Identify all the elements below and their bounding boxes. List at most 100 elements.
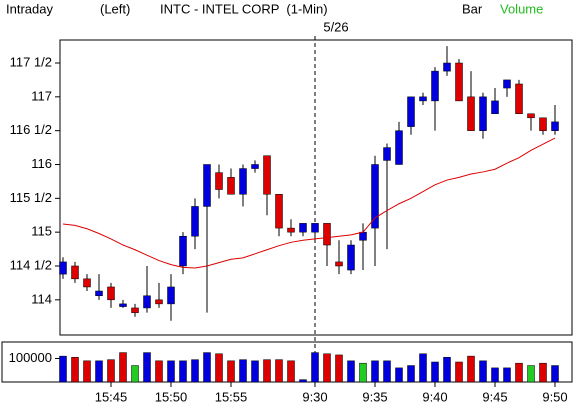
candle-body <box>299 223 307 233</box>
volume-bar <box>431 361 439 383</box>
candle-body <box>71 265 79 280</box>
candle-body <box>239 168 247 195</box>
volume-bar <box>119 352 127 383</box>
volume-bar <box>371 360 379 383</box>
volume-bar <box>311 352 319 383</box>
volume-bar <box>131 365 139 383</box>
volume-bar <box>395 367 403 383</box>
volume-bar <box>155 360 163 383</box>
candle-body <box>395 130 403 165</box>
volume-bar <box>167 360 175 383</box>
volume-bar <box>59 355 67 383</box>
candle-body <box>143 295 151 309</box>
volume-bar <box>191 359 199 383</box>
candle-body <box>251 164 259 169</box>
candle-body <box>287 227 295 233</box>
candle-body <box>347 244 355 271</box>
volume-bar <box>419 353 427 383</box>
candle-body <box>119 303 127 307</box>
y-tick-label: 116 1/2 <box>10 122 52 137</box>
volume-bar <box>83 360 91 383</box>
volume-bar <box>539 362 547 383</box>
candle-body <box>371 164 379 229</box>
volume-bar <box>479 360 487 383</box>
volume-bar <box>287 360 295 383</box>
x-tick-label: 9:45 <box>482 389 507 404</box>
candle-body <box>419 96 427 102</box>
candle-body <box>263 155 271 195</box>
candle-body <box>227 177 235 195</box>
volume-bar <box>71 357 79 383</box>
volume-bar <box>443 357 451 383</box>
volume-bar <box>467 355 475 383</box>
candle-body <box>179 235 187 267</box>
candle-body <box>539 117 547 131</box>
candle-body <box>275 194 283 229</box>
x-tick-label: 9:35 <box>362 389 387 404</box>
volume-bar <box>299 379 307 383</box>
header-volume: Volume <box>500 1 543 16</box>
x-tick-label: 15:50 <box>155 389 188 404</box>
volume-bar <box>323 353 331 383</box>
y-tick-label: 117 <box>31 88 52 103</box>
candle-body <box>107 286 115 301</box>
chart-title: INTC - INTEL CORP (1-Min) <box>160 1 328 16</box>
x-tick-label: 15:55 <box>215 389 248 404</box>
volume-bar <box>239 359 247 383</box>
volume-bar <box>95 360 103 383</box>
candle-body <box>203 164 211 207</box>
volume-bar <box>263 359 271 383</box>
volume-bar <box>275 359 283 383</box>
volume-bar <box>251 360 259 383</box>
volume-bar <box>527 365 535 383</box>
volume-bar <box>359 362 367 383</box>
volume-bar <box>455 361 463 383</box>
candle-body <box>131 307 139 313</box>
volume-bar <box>143 352 151 383</box>
volume-bar <box>407 365 415 383</box>
date-annotation: 5/26 <box>323 19 348 34</box>
y-tick-label: 116 <box>31 156 52 171</box>
volume-bar <box>347 360 355 383</box>
candle-body <box>83 278 91 288</box>
candle-body <box>215 172 223 190</box>
volume-bar <box>215 353 223 383</box>
x-tick-label: 9:30 <box>302 389 327 404</box>
candle-body <box>155 299 163 305</box>
header-left: Intraday <box>6 1 53 16</box>
candle-body <box>515 83 523 114</box>
x-tick-label: 9:40 <box>422 389 447 404</box>
candle-body <box>95 290 103 297</box>
volume-bar <box>383 360 391 383</box>
x-tick-label: 15:45 <box>95 389 128 404</box>
header-bar: Bar <box>462 1 483 16</box>
volume-bar <box>503 367 511 383</box>
candle-body <box>323 223 331 246</box>
candle-body <box>551 121 559 131</box>
volume-bar <box>335 354 343 383</box>
candle-body <box>479 96 487 131</box>
x-tick-label: 9:50 <box>542 389 567 404</box>
candle-body <box>335 261 343 267</box>
candle-body <box>443 62 451 72</box>
volume-bar <box>227 360 235 383</box>
volume-bar <box>551 365 559 383</box>
header-mode: (Left) <box>100 1 130 16</box>
candle-body <box>407 96 415 127</box>
volume-bar <box>491 367 499 383</box>
candle-body <box>491 100 499 114</box>
candle-body <box>455 62 463 102</box>
y-tick-label: 117 1/2 <box>10 54 52 69</box>
moving-average <box>62 137 556 269</box>
y-tick-label: 114 1/2 <box>10 257 52 272</box>
price-panel <box>59 39 573 336</box>
candle-body <box>191 206 199 237</box>
y-tick-label: 114 <box>31 291 52 306</box>
candle-body <box>59 261 67 275</box>
y-tick-label: 115 <box>31 224 52 239</box>
volume-bar <box>203 352 211 383</box>
candle-body <box>467 96 475 131</box>
y-tick-label: 115 1/2 <box>10 190 52 205</box>
